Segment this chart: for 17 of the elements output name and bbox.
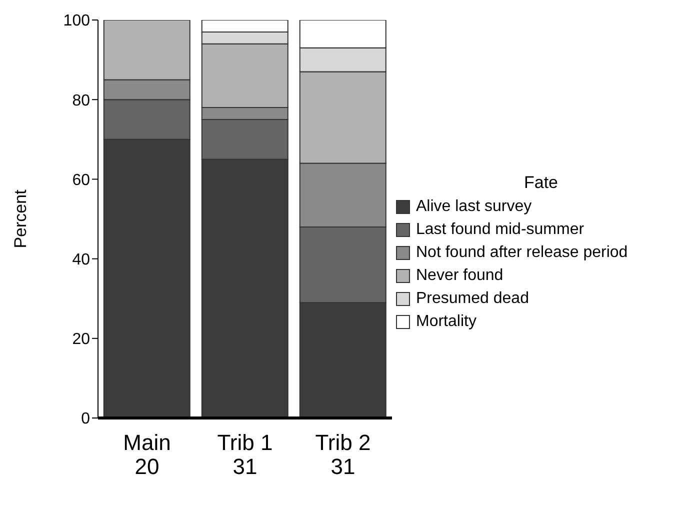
x-tick-label: Main 20 bbox=[123, 430, 171, 479]
y-tick-label: 20 bbox=[72, 331, 90, 348]
y-tick-label: 0 bbox=[81, 410, 90, 428]
y-tick-label: 80 bbox=[72, 92, 90, 110]
legend-label: Alive last survey bbox=[415, 197, 533, 217]
y-tick-label: 60 bbox=[72, 172, 90, 189]
x-tick-label: Trib 2 31 bbox=[315, 430, 371, 479]
legend-title: Fate bbox=[522, 173, 560, 193]
legend-label: Not found after release period bbox=[415, 243, 629, 263]
legend-label: Never found bbox=[415, 266, 504, 286]
legend-label: Mortality bbox=[415, 312, 478, 332]
legend-label: Last found mid-summer bbox=[415, 220, 586, 240]
legend-label: Presumed dead bbox=[415, 289, 530, 309]
x-tick-label: Trib 1 31 bbox=[217, 430, 273, 479]
y-tick-label: 40 bbox=[72, 251, 90, 268]
y-tick-label: 100 bbox=[63, 12, 90, 30]
y-axis-title: Percent bbox=[11, 189, 30, 248]
